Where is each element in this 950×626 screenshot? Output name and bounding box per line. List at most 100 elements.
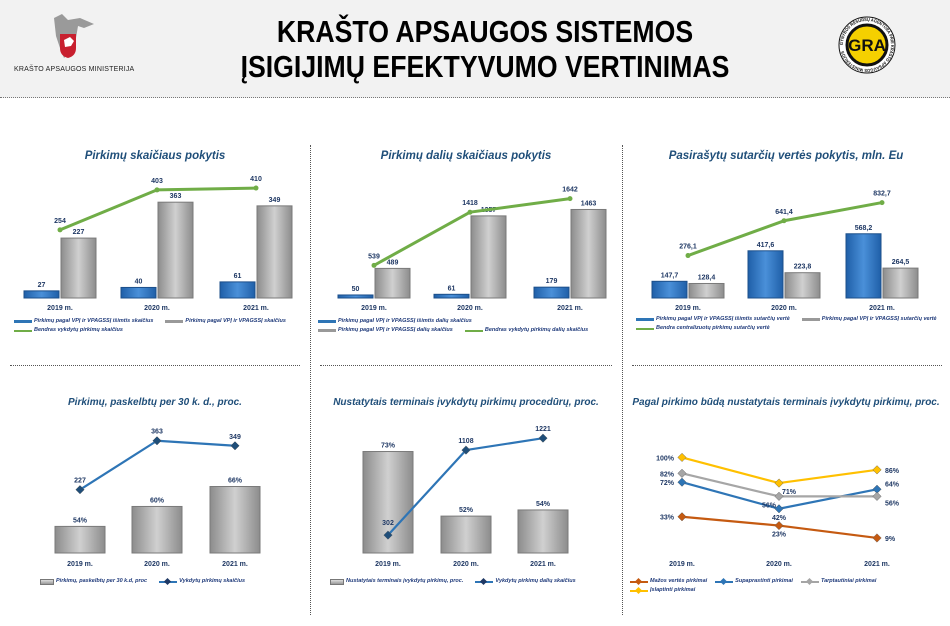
data-point bbox=[57, 227, 63, 233]
bar-data-label: 363 bbox=[170, 193, 182, 200]
bar-data-label: 73% bbox=[381, 443, 396, 450]
divider bbox=[310, 145, 311, 615]
x-tick-label: 2020 m. bbox=[457, 305, 483, 312]
data-point bbox=[154, 187, 160, 193]
x-tick-label: 2021 m. bbox=[869, 305, 895, 312]
bar bbox=[533, 286, 570, 299]
legend-swatch bbox=[636, 327, 654, 330]
bar bbox=[845, 233, 882, 299]
line-data-label: 1221 bbox=[535, 426, 551, 433]
line-data-label: 82% bbox=[660, 471, 675, 478]
chart-title: Pasirašytų sutarčių vertės pokytis, mln.… bbox=[668, 150, 904, 162]
line-data-label: 1108 bbox=[458, 438, 473, 445]
bar bbox=[131, 505, 183, 554]
legend-label: Pirkimų pagal VPĮ ir VPAGSSĮ sutarčių ve… bbox=[821, 316, 937, 322]
legend-swatch bbox=[165, 320, 184, 323]
legend-label: Mažos vertės pirkimai bbox=[650, 578, 708, 584]
line-data-label: 33% bbox=[660, 515, 675, 522]
legend-label: Pirkimų, paskelbtų per 30 k.d, proc bbox=[56, 578, 148, 584]
line-data-label: 832,7 bbox=[873, 191, 891, 198]
legend-swatch bbox=[40, 578, 54, 585]
chart-title: Pirkimų skaičiaus pokytis bbox=[84, 150, 226, 162]
x-tick-label: 2021 m. bbox=[557, 305, 583, 312]
legend-swatch bbox=[630, 586, 648, 594]
legend: Mažos vertės pirkimai Supaprastinti pirk… bbox=[630, 577, 946, 594]
x-tick-label: 2019 m. bbox=[675, 305, 701, 312]
bar-data-label: 54% bbox=[73, 517, 88, 524]
line-data-label: 64% bbox=[885, 481, 900, 488]
x-tick-label: 2021 m. bbox=[864, 561, 890, 568]
bar bbox=[374, 267, 411, 299]
legend-swatch bbox=[330, 578, 344, 585]
bar-data-label: 223,8 bbox=[794, 264, 812, 271]
bar bbox=[209, 486, 261, 554]
data-point bbox=[371, 262, 377, 268]
page-title: KRAŠTO APSAUGOS SISTEMOS ĮSIGIJIMŲ EFEKT… bbox=[218, 14, 751, 84]
bar-data-label: 54% bbox=[536, 501, 551, 508]
bar bbox=[157, 201, 194, 299]
line-data-label: 641,4 bbox=[775, 209, 793, 216]
legend-item: Pirkimų pagal VPĮ ir VPAGSSĮ dalių skaič… bbox=[318, 327, 453, 334]
data-point bbox=[781, 218, 787, 224]
legend-item: Supaprastinti pirkimai bbox=[715, 577, 793, 585]
legend-label: Pirkimų pagal VPĮ ir VPAGSSĮ išimtis dal… bbox=[338, 318, 472, 324]
x-tick-label: 2019 m. bbox=[67, 561, 93, 568]
legend-label: Vykdytų pirkimų dalių skaičius bbox=[495, 578, 576, 584]
bar bbox=[517, 509, 569, 554]
data-point bbox=[774, 478, 784, 488]
legend-label: Įslaptinti pirkimai bbox=[650, 587, 696, 593]
divider bbox=[632, 365, 942, 366]
legend-swatch bbox=[636, 318, 654, 321]
line-data-label: 349 bbox=[229, 434, 241, 441]
line-data-label: 227 bbox=[74, 478, 86, 485]
legend-item: Mažos vertės pirkimai bbox=[630, 577, 708, 585]
legend-swatch bbox=[801, 318, 820, 321]
line-data-label: 403 bbox=[151, 178, 163, 185]
line-data-label: 1642 bbox=[562, 187, 578, 194]
legend-item: Pirkimų, paskelbtų per 30 k.d, proc bbox=[40, 578, 147, 585]
line-data-label: 302 bbox=[382, 520, 394, 527]
bar bbox=[688, 282, 725, 299]
line-data-label: 72% bbox=[660, 480, 675, 487]
legend-label: Pirkimų pagal VPĮ ir VPAGSSĮ išimtis sut… bbox=[656, 316, 790, 322]
line-data-label: 9% bbox=[885, 536, 896, 543]
line-data-label: 1418 bbox=[462, 200, 478, 207]
data-point bbox=[461, 445, 471, 455]
bar bbox=[651, 280, 688, 299]
legend: Pirkimų, paskelbtų per 30 k.d, proc Vykd… bbox=[40, 577, 302, 585]
bar-data-label: 27 bbox=[38, 282, 46, 289]
legend-item: Bendras vykdytų pirkimų skaičius bbox=[14, 327, 123, 334]
data-point bbox=[538, 433, 548, 443]
bar bbox=[470, 215, 507, 299]
x-tick-label: 2020 m. bbox=[453, 561, 479, 568]
x-tick-label: 2021 m. bbox=[222, 561, 248, 568]
bar bbox=[120, 286, 157, 299]
legend-swatch bbox=[715, 577, 734, 585]
legend-item: Pirkimų pagal VPĮ ir VPAGSSĮ skaičius bbox=[165, 318, 286, 325]
agency-logo: GYNYBOS RESURSŲ AGENTŪRA PRIE KRAŠTO APS… bbox=[838, 16, 896, 74]
legend-swatch bbox=[14, 329, 32, 332]
legend-swatch bbox=[318, 329, 336, 332]
x-tick-label: 2019 m. bbox=[669, 561, 695, 568]
line-data-label: 23% bbox=[772, 532, 787, 539]
chart-title: Pirkimų dalių skaičiaus pokytis bbox=[380, 150, 552, 162]
data-point bbox=[879, 200, 885, 206]
bar bbox=[570, 208, 607, 299]
title-line-1: KRAŠTO APSAUGOS SISTEMOS bbox=[276, 14, 694, 49]
chart-title: Nustatytais terminais įvykdytų pirkimų p… bbox=[333, 397, 599, 408]
bar bbox=[433, 293, 470, 299]
data-point bbox=[774, 491, 784, 501]
bar bbox=[440, 515, 492, 554]
bar-data-label: 50 bbox=[352, 286, 360, 293]
legend-item: Pirkimų pagal VPĮ ir VPAGSSĮ sutarčių ve… bbox=[801, 316, 937, 323]
bar-data-label: 264,5 bbox=[892, 259, 910, 266]
bar bbox=[882, 267, 919, 299]
logo-text: GRA bbox=[848, 36, 886, 55]
legend-label: Supaprastinti pirkimai bbox=[735, 578, 793, 584]
divider bbox=[10, 365, 300, 366]
data-point bbox=[872, 491, 882, 501]
legend-swatch bbox=[14, 320, 32, 323]
legend-label: Nustatytais terminais įvykdytų pirkimų, … bbox=[346, 578, 464, 584]
x-tick-label: 2020 m. bbox=[766, 561, 792, 568]
legend-label: Bendras vykdytų pirkimų skaičius bbox=[34, 327, 123, 333]
